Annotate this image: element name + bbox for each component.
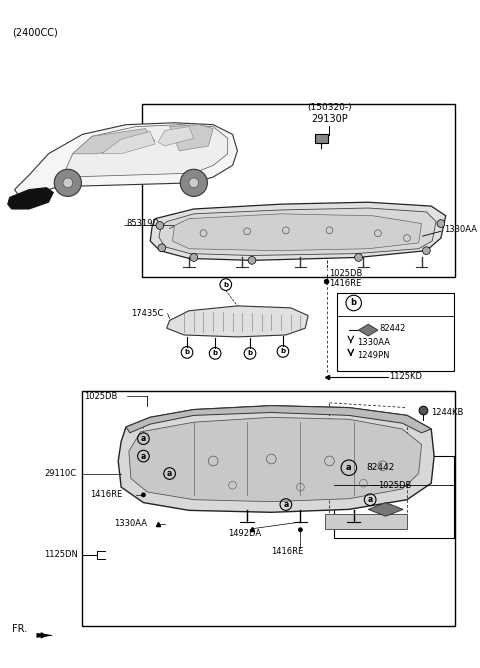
Text: 1125DN: 1125DN	[45, 550, 78, 559]
Text: FR.: FR.	[12, 624, 27, 633]
Text: 1416RE: 1416RE	[90, 490, 122, 500]
Polygon shape	[126, 405, 431, 433]
Polygon shape	[118, 405, 434, 512]
Circle shape	[324, 279, 329, 284]
Circle shape	[141, 492, 146, 497]
Polygon shape	[368, 502, 403, 516]
Circle shape	[190, 254, 198, 261]
Text: 1249PN: 1249PN	[357, 351, 389, 360]
Text: (2400CC): (2400CC)	[12, 28, 58, 38]
Text: 1025DB: 1025DB	[84, 391, 118, 401]
Polygon shape	[58, 125, 228, 186]
Polygon shape	[359, 324, 378, 336]
Text: a: a	[368, 495, 373, 504]
Text: (150320-): (150320-)	[307, 103, 352, 112]
Polygon shape	[158, 127, 194, 146]
Polygon shape	[37, 633, 52, 637]
Circle shape	[248, 257, 256, 265]
Text: 1330AA: 1330AA	[114, 520, 147, 528]
Text: 1416RE: 1416RE	[271, 546, 303, 556]
Text: 1492DA: 1492DA	[228, 529, 261, 538]
Circle shape	[63, 178, 72, 188]
Circle shape	[180, 169, 207, 196]
Circle shape	[419, 406, 428, 415]
Circle shape	[156, 222, 164, 229]
Circle shape	[158, 244, 166, 252]
Text: a: a	[167, 469, 172, 478]
Circle shape	[54, 169, 82, 196]
Text: a: a	[141, 434, 146, 443]
Polygon shape	[102, 132, 155, 154]
Text: b: b	[184, 349, 190, 355]
Polygon shape	[150, 202, 446, 261]
Polygon shape	[315, 134, 327, 143]
Polygon shape	[167, 306, 308, 337]
Text: 1330AA: 1330AA	[357, 338, 390, 347]
Text: 1416RE: 1416RE	[329, 279, 362, 288]
Polygon shape	[324, 514, 407, 529]
Circle shape	[422, 246, 430, 255]
Polygon shape	[8, 188, 53, 209]
Text: a: a	[141, 452, 146, 461]
Text: 82442: 82442	[366, 463, 395, 472]
Text: b: b	[248, 351, 252, 357]
Circle shape	[298, 527, 303, 532]
Polygon shape	[169, 125, 213, 151]
Text: 17435C: 17435C	[131, 309, 163, 318]
Text: 1244KB: 1244KB	[431, 408, 464, 417]
Text: 82442: 82442	[380, 324, 406, 333]
Text: b: b	[351, 299, 357, 307]
Text: 1125KD: 1125KD	[390, 372, 422, 381]
Polygon shape	[72, 128, 155, 154]
Text: 1025DB: 1025DB	[329, 269, 363, 279]
Text: 85319D: 85319D	[126, 219, 159, 228]
Polygon shape	[129, 418, 421, 502]
Text: 1330AA: 1330AA	[444, 225, 477, 234]
Text: b: b	[213, 351, 218, 357]
Polygon shape	[159, 208, 436, 255]
Text: 29130P: 29130P	[311, 114, 348, 124]
Text: 1025DB: 1025DB	[378, 481, 411, 490]
Text: b: b	[280, 349, 286, 355]
Polygon shape	[14, 123, 238, 196]
Polygon shape	[172, 214, 421, 250]
Text: a: a	[283, 500, 288, 509]
Text: b: b	[223, 282, 228, 288]
Circle shape	[437, 220, 445, 227]
Text: 29110C: 29110C	[45, 469, 77, 478]
Text: a: a	[346, 463, 352, 472]
Circle shape	[355, 254, 362, 261]
Circle shape	[189, 178, 199, 188]
